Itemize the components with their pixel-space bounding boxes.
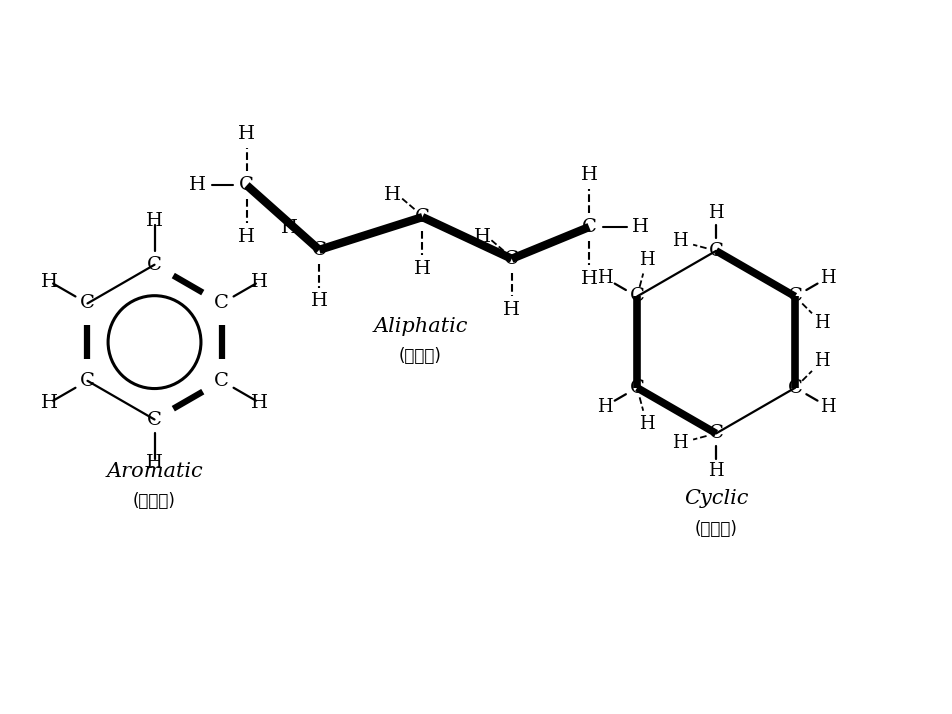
Text: C: C [629,378,645,397]
Text: C: C [147,411,162,428]
Text: C: C [214,294,229,313]
Text: C: C [787,288,803,306]
Text: H: H [188,176,206,194]
Text: H: H [251,393,268,412]
Text: H: H [310,293,327,311]
Text: C: C [147,256,162,273]
Text: H: H [146,454,163,472]
Text: C: C [582,218,597,236]
Text: Aliphatic: Aliphatic [373,317,467,336]
Text: H: H [597,268,612,286]
Text: H: H [473,228,490,246]
Text: H: H [281,219,298,237]
Text: C: C [239,176,254,194]
Text: (순환형): (순환형) [695,520,738,538]
Text: H: H [504,301,520,319]
Text: H: H [708,204,724,222]
Text: H: H [814,352,829,370]
Text: H: H [632,218,649,236]
Text: H: H [597,398,612,416]
Text: C: C [708,424,724,443]
Text: H: H [41,393,58,412]
Text: H: H [385,186,401,204]
Text: H: H [581,166,598,184]
Text: H: H [814,314,829,332]
Text: C: C [629,288,645,306]
Text: (지방족): (지방족) [399,347,442,365]
Text: C: C [80,372,95,390]
Text: H: H [820,398,836,416]
Text: H: H [581,270,598,288]
Text: H: H [639,415,655,433]
Text: H: H [639,251,655,269]
Text: H: H [672,232,687,250]
Text: H: H [708,462,724,480]
Text: C: C [80,294,95,313]
Text: H: H [820,268,836,286]
Text: (방향족): (방향족) [133,492,176,510]
Text: C: C [505,250,519,268]
Text: Cyclic: Cyclic [684,489,748,508]
Text: C: C [415,208,430,226]
Text: C: C [708,242,724,260]
Text: C: C [787,378,803,397]
Text: Aromatic: Aromatic [106,462,203,481]
Text: H: H [146,212,163,230]
Text: H: H [672,434,687,452]
Text: C: C [312,241,327,259]
Text: H: H [41,273,58,291]
Text: C: C [214,372,229,390]
Text: H: H [251,273,268,291]
Text: H: H [238,228,255,246]
Text: H: H [238,125,255,143]
Text: H: H [414,260,431,278]
